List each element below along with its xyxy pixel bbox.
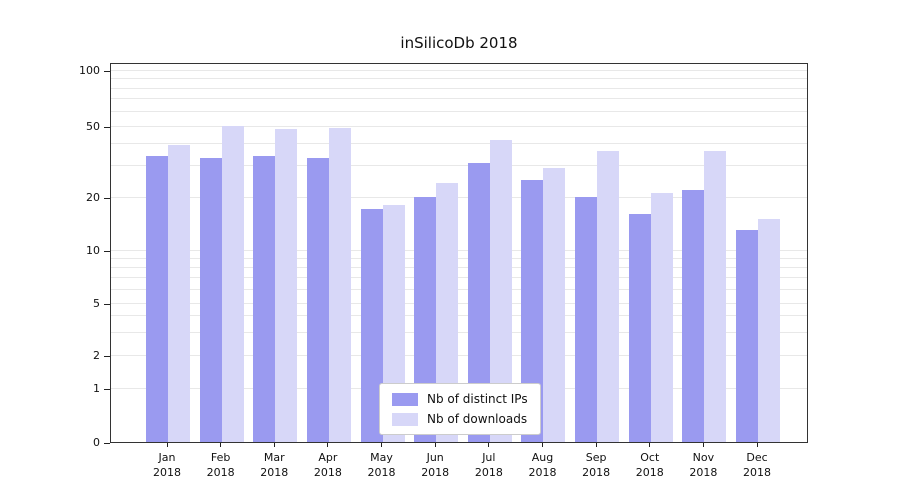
x-axis-tick-label: Jan 2018: [153, 451, 181, 479]
x-axis-tick-mark: [649, 443, 651, 447]
gridline: [111, 125, 807, 127]
bar-distinct-ips: [360, 209, 383, 442]
legend-entry: Nb of distinct IPs: [392, 392, 528, 406]
y-axis-tick-mark: [104, 70, 110, 72]
gridline: [111, 196, 807, 198]
x-axis-tick-label: Apr 2018: [313, 451, 342, 479]
gridline: [111, 302, 807, 304]
x-axis-tick-mark: [327, 443, 329, 447]
x-axis-tick-label: Dec 2018: [743, 451, 772, 479]
gridline: [111, 266, 807, 268]
x-axis-tick-mark: [166, 443, 168, 447]
y-axis-tick-mark: [104, 197, 110, 199]
y-axis-tick-mark: [104, 355, 110, 357]
bar-downloads: [382, 205, 405, 442]
x-axis-tick-mark: [595, 443, 597, 447]
x-axis-tick-label: Nov 2018: [689, 451, 718, 479]
bar-downloads: [275, 129, 298, 442]
x-axis-tick-label: Sep 2018: [582, 451, 611, 479]
bar-downloads: [221, 126, 244, 442]
bar-downloads: [650, 193, 673, 442]
bar-downloads: [436, 182, 459, 442]
y-axis-tick-mark: [104, 250, 110, 252]
gridline: [111, 331, 807, 333]
bar-distinct-ips: [414, 197, 437, 442]
bar-downloads: [704, 151, 727, 442]
y-axis-tick-mark: [104, 303, 110, 305]
x-axis-tick-mark: [541, 443, 543, 447]
x-axis-tick-label: Aug 2018: [528, 451, 557, 479]
bar-distinct-ips: [521, 179, 544, 442]
x-axis-tick-mark: [381, 443, 383, 447]
legend-swatch-distinct-ips: [392, 392, 418, 406]
chart-title: inSilicoDb 2018: [400, 34, 518, 52]
gridline: [111, 276, 807, 278]
gridline: [111, 87, 807, 89]
x-axis-tick-label: Jul 2018: [474, 451, 503, 479]
bar-distinct-ips: [467, 163, 490, 442]
y-axis-tick-label: 10: [86, 244, 100, 257]
bar-downloads: [168, 145, 190, 442]
y-axis-tick-label: 20: [86, 191, 100, 204]
legend-label: Nb of distinct IPs: [427, 392, 528, 406]
y-axis-tick-label: 100: [79, 64, 100, 77]
x-axis-tick-label: Oct 2018: [635, 451, 664, 479]
bar-distinct-ips: [306, 158, 329, 442]
gridline: [111, 249, 807, 251]
x-axis-tick-mark: [702, 443, 704, 447]
gridline: [111, 78, 807, 80]
x-axis-tick-mark: [273, 443, 275, 447]
gridline: [111, 142, 807, 144]
gridline: [111, 69, 807, 71]
bar-downloads: [543, 168, 566, 442]
y-axis-tick-mark: [104, 442, 110, 444]
y-axis-tick-mark: [104, 126, 110, 128]
x-axis-tick-mark: [488, 443, 490, 447]
bar-downloads: [758, 219, 781, 442]
bar-distinct-ips: [628, 214, 651, 442]
legend-label: Nb of downloads: [427, 412, 528, 426]
bar-downloads: [489, 139, 512, 442]
legend-swatch-downloads: [392, 412, 418, 426]
x-axis-tick-label: Feb 2018: [206, 451, 235, 479]
bar-distinct-ips: [253, 155, 276, 442]
gridline: [111, 98, 807, 100]
x-axis-tick-mark: [220, 443, 222, 447]
y-axis-tick-mark: [104, 388, 110, 390]
gridline: [111, 288, 807, 290]
bar-distinct-ips: [199, 158, 222, 442]
gridline: [111, 110, 807, 112]
bar-distinct-ips: [146, 155, 168, 442]
gridline: [111, 315, 807, 317]
x-axis-tick-mark: [756, 443, 758, 447]
bar-distinct-ips: [736, 229, 759, 442]
bar-downloads: [597, 151, 620, 442]
x-axis-tick-mark: [434, 443, 436, 447]
legend: Nb of distinct IPs Nb of downloads: [379, 383, 541, 435]
gridline: [111, 257, 807, 259]
y-axis-tick-label: 5: [93, 297, 100, 310]
x-axis-tick-label: Jun 2018: [421, 451, 450, 479]
x-axis-tick-label: May 2018: [367, 451, 396, 479]
gridline: [111, 165, 807, 167]
y-axis-tick-label: 0: [93, 436, 100, 449]
bar-distinct-ips: [682, 189, 705, 442]
x-axis-tick-label: Mar 2018: [260, 451, 289, 479]
bar-downloads: [328, 127, 351, 442]
legend-entry: Nb of downloads: [392, 412, 528, 426]
y-axis-tick-label: 2: [93, 349, 100, 362]
y-axis-tick-label: 50: [86, 120, 100, 133]
y-axis-tick-label: 1: [93, 382, 100, 395]
gridline: [111, 354, 807, 356]
plot-area: Nb of distinct IPs Nb of downloads: [110, 63, 808, 443]
bar-distinct-ips: [575, 197, 598, 442]
